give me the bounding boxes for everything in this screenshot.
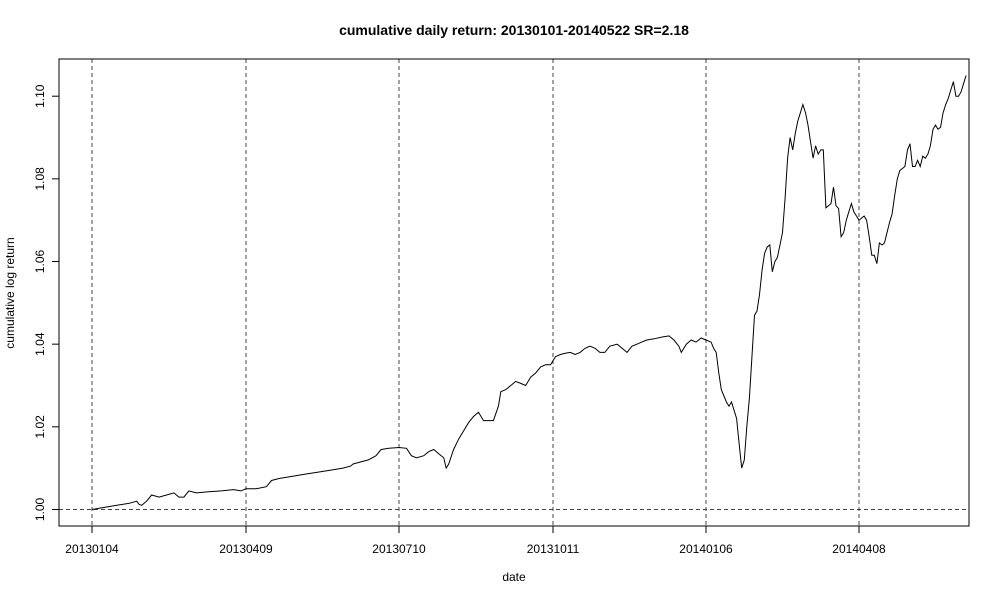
y-tick-label: 1.02 (33, 415, 47, 439)
x-axis: 20130104 20130409 20130710 20131011 20140106… (65, 526, 886, 556)
x-tick-label: 20140408 (832, 542, 886, 556)
x-tick-label: 20140106 (679, 542, 733, 556)
y-tick-label: 1.08 (33, 167, 47, 191)
x-tick-label: 20131011 (527, 542, 580, 556)
chart-title: cumulative daily return: 20130101-201405… (339, 22, 689, 38)
grid-lines (59, 59, 969, 526)
y-tick-label: 1.04 (33, 332, 47, 356)
y-tick-label: 1.00 (33, 497, 47, 521)
x-tick-label: 20130104 (65, 542, 119, 556)
x-tick-label: 20130409 (219, 542, 273, 556)
y-axis: 1.00 1.02 1.04 1.06 1.08 1.10 (33, 84, 60, 521)
y-tick-label: 1.10 (33, 84, 47, 108)
y-tick-label: 1.06 (33, 250, 47, 274)
x-axis-label: date (502, 570, 526, 584)
series-line (91, 75, 967, 510)
x-tick-label: 20130710 (372, 542, 426, 556)
y-axis-label: cumulative log return (3, 237, 17, 348)
plot-frame (58, 58, 970, 527)
